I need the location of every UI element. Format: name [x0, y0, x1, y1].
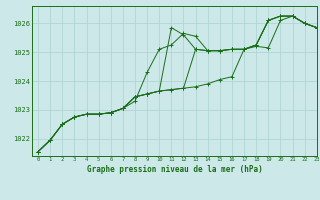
X-axis label: Graphe pression niveau de la mer (hPa): Graphe pression niveau de la mer (hPa): [86, 165, 262, 174]
